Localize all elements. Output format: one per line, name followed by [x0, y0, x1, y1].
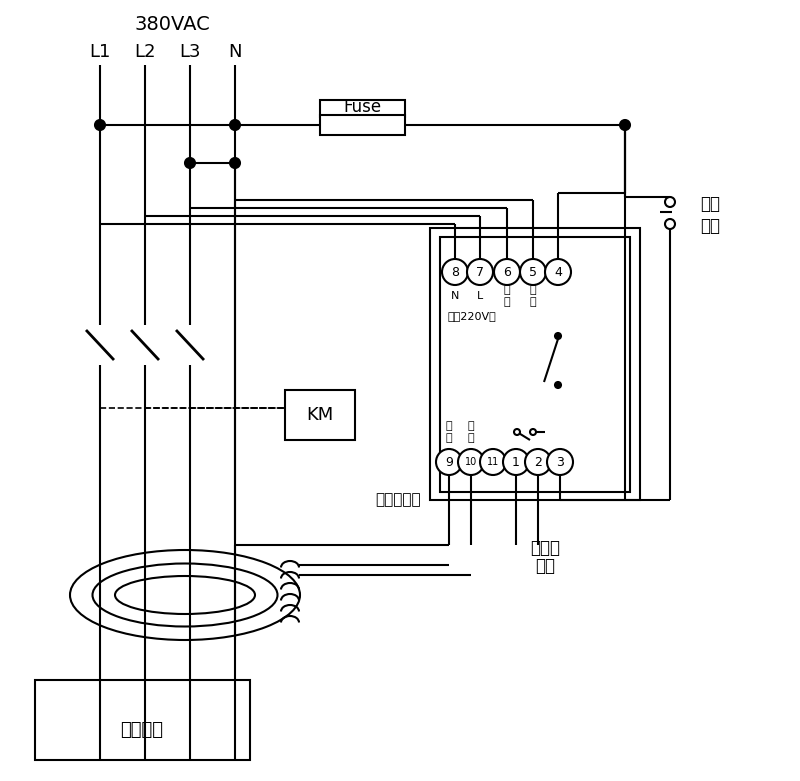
Circle shape [620, 120, 630, 130]
Text: L3: L3 [179, 43, 201, 61]
Text: L1: L1 [90, 43, 110, 61]
Bar [35, 680, 250, 760]
Bar [440, 237, 630, 492]
Text: 试
验: 试 验 [530, 285, 536, 307]
Text: L2: L2 [134, 43, 156, 61]
Circle shape [665, 219, 675, 229]
Text: 3: 3 [556, 455, 564, 469]
Text: 信
号: 信 号 [468, 421, 474, 443]
Text: 10: 10 [465, 457, 477, 467]
Circle shape [555, 333, 561, 339]
Text: L: L [477, 291, 483, 301]
Circle shape [442, 259, 468, 285]
Circle shape [547, 449, 573, 475]
Text: N: N [451, 291, 459, 301]
Text: 5: 5 [529, 266, 537, 279]
Circle shape [520, 259, 546, 285]
Text: 自锁: 自锁 [700, 195, 720, 213]
Text: 7: 7 [476, 266, 484, 279]
Text: 11: 11 [487, 457, 499, 467]
Circle shape [494, 259, 520, 285]
Circle shape [230, 120, 240, 130]
Bar [430, 228, 640, 500]
Bar [320, 115, 405, 135]
Text: 6: 6 [503, 266, 511, 279]
Circle shape [514, 429, 520, 435]
Circle shape [555, 382, 561, 388]
Circle shape [467, 259, 493, 285]
Text: 开关: 开关 [700, 217, 720, 235]
Text: 380VAC: 380VAC [135, 16, 210, 34]
Text: 4: 4 [554, 266, 562, 279]
Text: 试
验: 试 验 [504, 285, 510, 307]
Circle shape [665, 197, 675, 207]
Text: Fuse: Fuse [343, 98, 382, 116]
Text: 零序互感器: 零序互感器 [375, 493, 421, 508]
Circle shape [480, 449, 506, 475]
Circle shape [458, 449, 484, 475]
Circle shape [530, 429, 536, 435]
Circle shape [545, 259, 571, 285]
Text: KM: KM [306, 406, 334, 424]
Text: 9: 9 [445, 455, 453, 469]
Circle shape [525, 449, 551, 475]
Text: 2: 2 [534, 455, 542, 469]
Text: 电源220V～: 电源220V～ [448, 311, 497, 321]
Text: 用户设备: 用户设备 [121, 721, 163, 739]
Circle shape [185, 158, 195, 168]
Bar [285, 390, 355, 440]
Circle shape [503, 449, 529, 475]
Text: 报警: 报警 [535, 557, 555, 575]
Text: 8: 8 [451, 266, 459, 279]
Circle shape [230, 158, 240, 168]
Circle shape [436, 449, 462, 475]
Text: 1: 1 [512, 455, 520, 469]
Text: 信
号: 信 号 [446, 421, 452, 443]
Text: N: N [228, 43, 242, 61]
Circle shape [95, 120, 105, 130]
Text: 接声光: 接声光 [530, 539, 560, 557]
Bar [320, 100, 405, 117]
